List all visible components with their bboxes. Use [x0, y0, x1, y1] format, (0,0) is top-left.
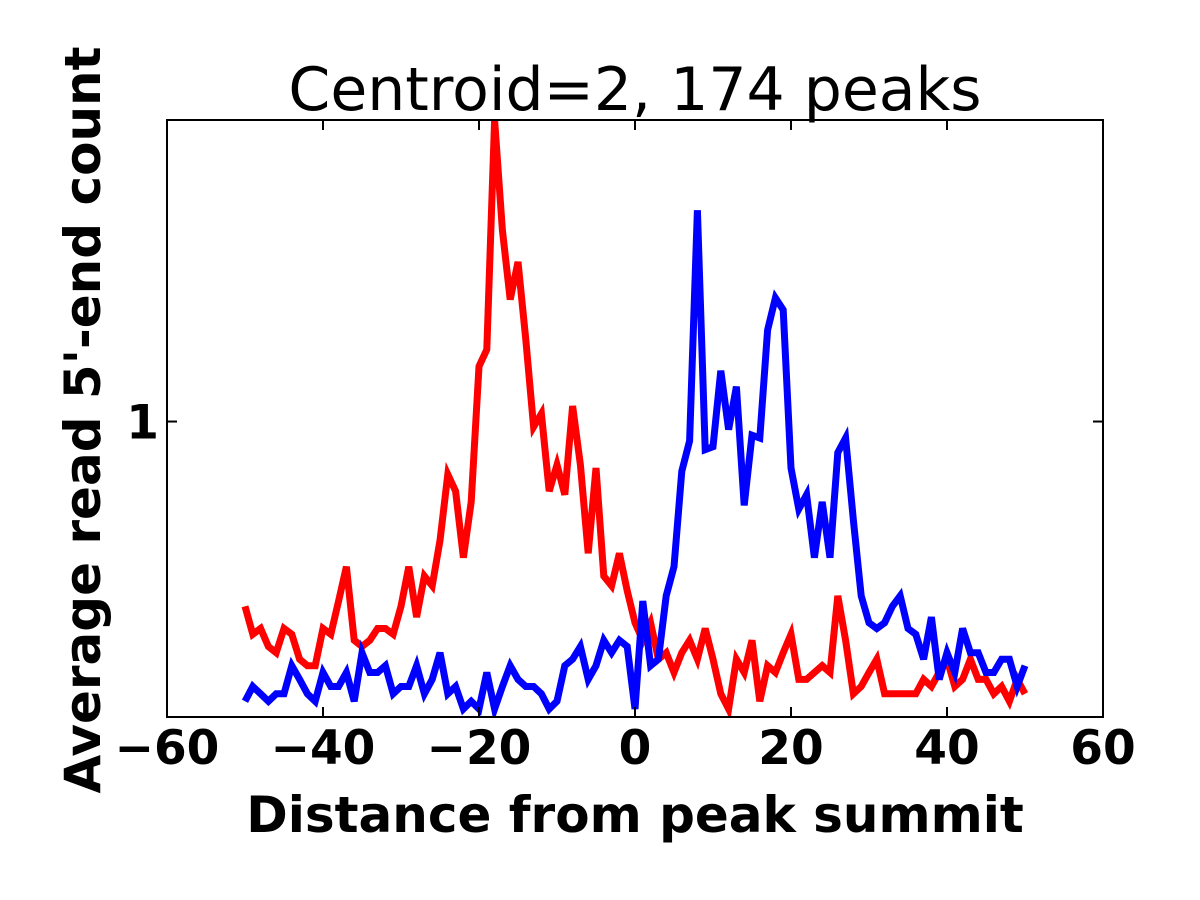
x-tick-label: −40	[271, 721, 376, 776]
x-tick-label: 40	[914, 721, 979, 776]
data-line	[241, 120, 1029, 717]
data-line	[241, 210, 1029, 717]
x-tick-label: −60	[115, 721, 220, 776]
y-tick-label: 1	[126, 396, 159, 451]
x-tick-label: −20	[427, 721, 532, 776]
chart-title: Centroid=2, 174 peaks	[288, 55, 981, 125]
x-tick-label: 20	[758, 721, 823, 776]
y-axis-label: Average read 5'-end count	[54, 46, 112, 793]
plot-lines	[241, 120, 1029, 717]
x-tick-label: 60	[1070, 721, 1135, 776]
x-axis-label: Distance from peak summit	[246, 786, 1024, 844]
x-tick-label: 0	[619, 721, 652, 776]
